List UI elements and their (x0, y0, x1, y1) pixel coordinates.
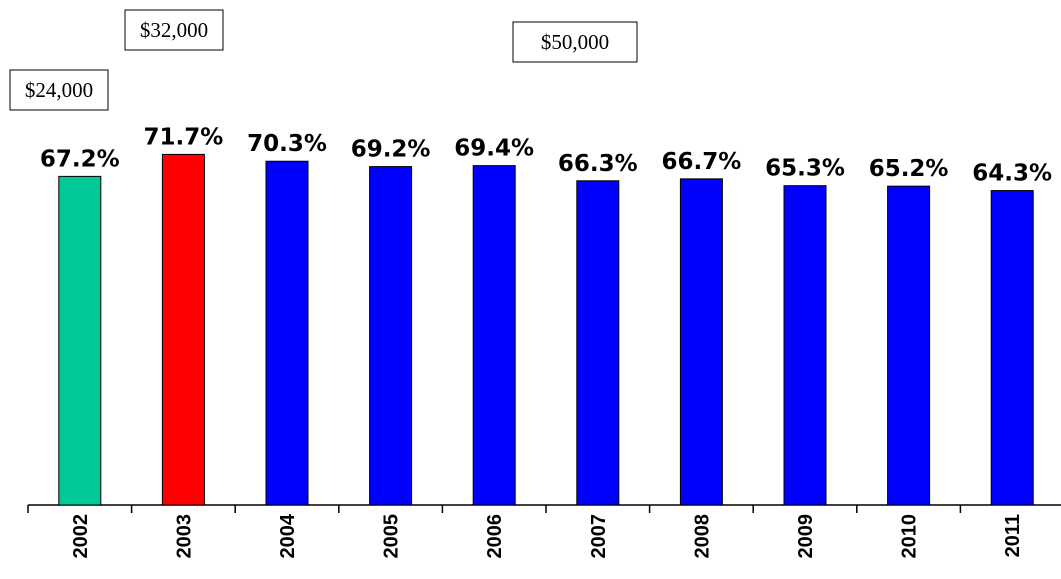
bar (990, 190, 1034, 506)
data-label: 66.7% (662, 149, 742, 175)
x-tick-label: 2010 (899, 514, 921, 559)
data-label: 71.7% (144, 124, 224, 150)
data-label: 69.2% (351, 137, 431, 163)
data-label: 70.3% (247, 131, 327, 157)
x-tick-label: 2006 (484, 514, 506, 559)
x-tick-label: 2007 (588, 514, 610, 559)
bar (472, 165, 516, 506)
data-label: 66.3% (558, 151, 638, 177)
x-tick-label: 2009 (795, 514, 817, 559)
x-tick-label: 2011 (1002, 514, 1024, 557)
annotation: $50,000 (541, 30, 609, 54)
data-label: 64.3% (972, 161, 1052, 187)
bar (58, 175, 102, 506)
data-label: 65.2% (869, 156, 949, 182)
data-label: 65.3% (765, 156, 845, 182)
annotation-box (512, 21, 638, 63)
bar (887, 185, 931, 506)
data-label: 67.2% (40, 146, 120, 172)
annotation: $24,000 (25, 78, 93, 102)
bar (369, 166, 413, 506)
annotation-box (9, 69, 109, 111)
x-tick-label: 2003 (173, 514, 195, 559)
data-label: 69.4% (454, 136, 534, 162)
bar (265, 160, 309, 506)
x-tick-label: 2008 (691, 514, 713, 559)
x-tick-label: 2005 (381, 514, 403, 559)
bar (161, 153, 205, 506)
x-tick-label: 2002 (70, 514, 92, 559)
annotation: $32,000 (140, 18, 208, 42)
bar (679, 178, 723, 506)
x-tick-label: 2004 (277, 513, 299, 558)
annotation-box (124, 9, 224, 51)
bar (783, 185, 827, 506)
bar (576, 180, 620, 506)
